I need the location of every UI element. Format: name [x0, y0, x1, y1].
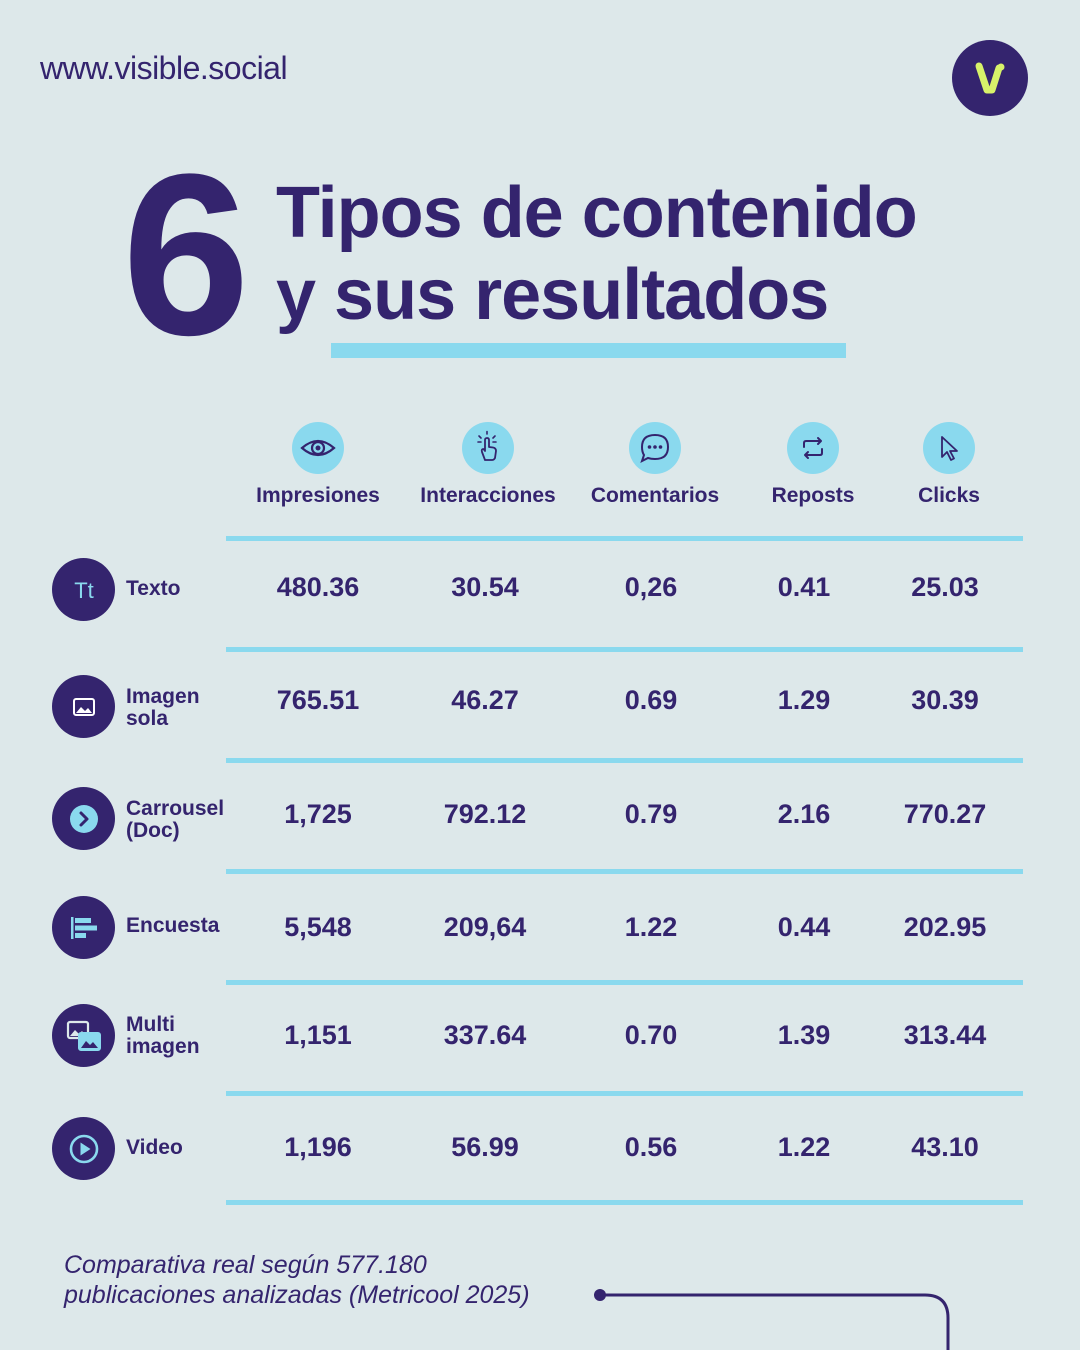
table-divider: [226, 980, 1023, 985]
image-icon: [52, 675, 115, 738]
title-line-1: Tipos de contenido: [276, 173, 918, 253]
column-label: Impresiones: [256, 484, 380, 507]
table-cell: 1.22: [624, 912, 678, 942]
table-cell: 0.69: [624, 685, 678, 715]
table-divider: [226, 1091, 1023, 1096]
site-url[interactable]: www.visible.social: [40, 50, 288, 86]
column-label: Interacciones: [420, 484, 556, 507]
brand-logo: [952, 40, 1028, 116]
table-cell: 313.44: [903, 1020, 987, 1050]
row-label: Encuesta: [126, 914, 220, 937]
title-underline: [331, 343, 846, 358]
text-tt-icon: Tt: [52, 558, 115, 621]
table-cell: 792.12: [443, 799, 527, 829]
table-cell: 337.64: [443, 1020, 527, 1050]
table-divider: [226, 1200, 1023, 1205]
chevron-right-icon: [52, 787, 115, 850]
table-cell: 770.27: [903, 799, 987, 829]
column-label: Reposts: [771, 484, 855, 507]
table-cell: 30.39: [911, 685, 979, 715]
table-cell: 56.99: [451, 1132, 519, 1162]
speech-bubble-icon: [629, 422, 681, 474]
table-cell: 202.95: [903, 912, 987, 942]
row-label: Texto: [126, 577, 181, 600]
column-header-impresiones: Impresiones: [238, 422, 398, 508]
table-cell: 25.03: [911, 572, 979, 602]
column-header-comentarios: Comentarios: [575, 422, 735, 508]
table-cell: 1.22: [777, 1132, 831, 1162]
svg-text:Tt: Tt: [74, 578, 94, 603]
decorative-connector-line: [594, 1289, 950, 1350]
logo-v-icon: [975, 62, 1005, 94]
poll-bars-icon: [52, 896, 115, 959]
table-cell: 0,26: [624, 572, 678, 602]
play-icon: [52, 1117, 115, 1180]
page-title: Tipos de contenido y sus resultados: [276, 172, 918, 336]
table-cell: 0.79: [624, 799, 678, 829]
table-cell: 1,151: [284, 1020, 352, 1050]
tap-hand-icon: [462, 422, 514, 474]
row-label: Multi imagen: [126, 1013, 200, 1058]
repost-icon: [787, 422, 839, 474]
table-cell: 5,548: [284, 912, 352, 942]
table-divider: [226, 647, 1023, 652]
column-header-interacciones: Interacciones: [408, 422, 568, 508]
column-label: Clicks: [918, 484, 980, 507]
table-cell: 0.56: [624, 1132, 678, 1162]
table-cell: 480.36: [276, 572, 360, 602]
table-cell: 2.16: [777, 799, 831, 829]
table-divider: [226, 869, 1023, 874]
table-divider: [226, 758, 1023, 763]
table-cell: 0.41: [777, 572, 831, 602]
eye-icon: [292, 422, 344, 474]
column-header-reposts: Reposts: [733, 422, 893, 508]
multi-image-icon: [52, 1004, 115, 1067]
table-cell: 43.10: [911, 1132, 979, 1162]
column-label: Comentarios: [590, 484, 720, 507]
table-cell: 209,64: [443, 912, 527, 942]
row-label: Video: [126, 1136, 183, 1159]
row-label: Carrousel (Doc): [126, 797, 225, 842]
table-cell: 1.29: [777, 685, 831, 715]
table-cell: 0.44: [777, 912, 831, 942]
cursor-icon: [923, 422, 975, 474]
table-cell: 765.51: [276, 685, 360, 715]
column-header-clicks: Clicks: [869, 422, 1029, 508]
table-cell: 1,725: [284, 799, 352, 829]
row-label: Imagen sola: [126, 685, 200, 730]
table-cell: 46.27: [451, 685, 519, 715]
table-divider: [226, 536, 1023, 541]
table-cell: 1,196: [284, 1132, 352, 1162]
table-cell: 0.70: [624, 1020, 678, 1050]
footnote: Comparativa real según 577.180 publicaci…: [64, 1251, 530, 1309]
table-cell: 1.39: [777, 1020, 831, 1050]
big-number: 6: [122, 126, 250, 383]
title-line-2: y sus resultados: [276, 255, 829, 335]
table-cell: 30.54: [451, 572, 519, 602]
